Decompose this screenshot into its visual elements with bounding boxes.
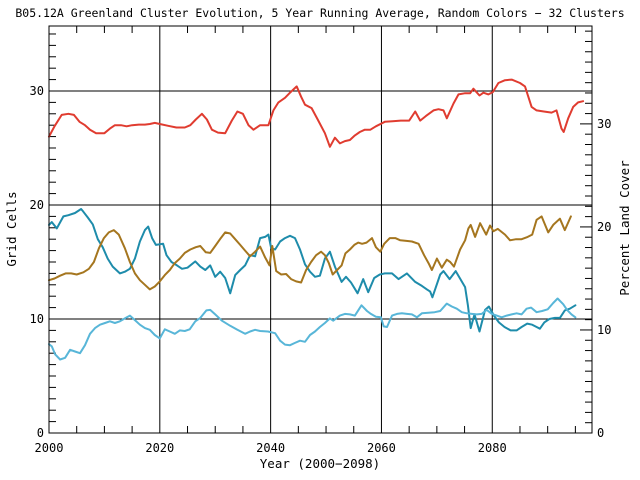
- y-right-tick-label: 20: [597, 220, 611, 234]
- y-right-tick-label: 0: [597, 426, 604, 440]
- tick-marks: [49, 26, 592, 433]
- plot-frame: [48, 25, 593, 434]
- chart-title: B05.12A Greenland Cluster Evolution, 5 Y…: [15, 6, 624, 20]
- x-tick-label: 2000: [35, 441, 64, 455]
- x-tick-label: 2040: [256, 441, 285, 455]
- gridlines: [49, 26, 592, 433]
- tick-labels: 2000 2020 2040 2060 2080 0 10 20 30 0 10 20 30: [30, 84, 612, 455]
- y-left-tick-label: 10: [30, 312, 44, 326]
- y-right-tick-label: 30: [597, 117, 611, 131]
- y-axis-label-left: Grid Cells: [4, 191, 19, 266]
- y-axis-label-right: Percent Land Cover: [617, 160, 632, 296]
- series-light-blue: [48, 297, 577, 361]
- x-tick-label: 2060: [367, 441, 396, 455]
- series-red: [48, 78, 585, 148]
- y-left-tick-label: 20: [30, 198, 44, 212]
- x-tick-label: 2080: [478, 441, 507, 455]
- series-brown: [48, 215, 572, 291]
- y-left-tick-label: 30: [30, 84, 44, 98]
- chart-layer: 2000 2020 2040 2060 2080 0 10 20 30 0 10 20 30: [30, 25, 612, 455]
- x-axis-label: Year (2000−2098): [260, 456, 380, 471]
- x-tick-label: 2020: [145, 441, 174, 455]
- y-right-tick-label: 10: [597, 323, 611, 337]
- series-teal: [48, 208, 577, 333]
- y-left-tick-label: 0: [37, 426, 44, 440]
